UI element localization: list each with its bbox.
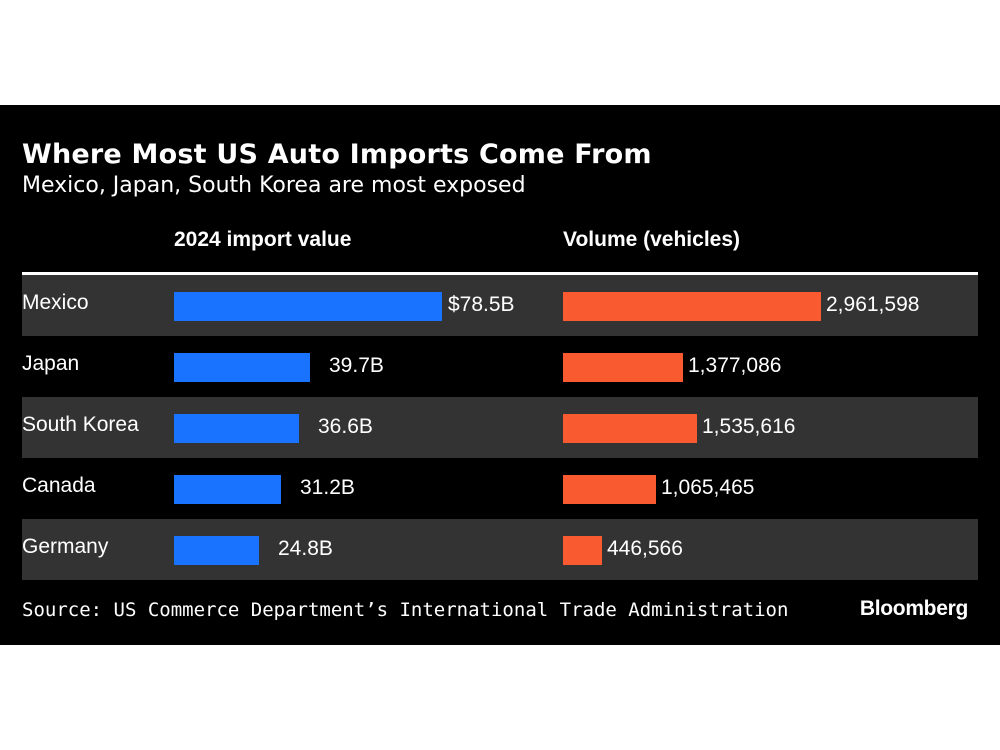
chart-row: South Korea 36.6B 1,535,616	[22, 397, 978, 458]
volume-bar	[563, 475, 656, 504]
volume-label: 446,566	[607, 537, 683, 560]
country-label: Canada	[22, 474, 96, 497]
chart-card: Where Most US Auto Imports Come From Mex…	[0, 105, 1000, 645]
import-value-label: 36.6B	[318, 415, 373, 438]
source-note: Source: US Commerce Department’s Interna…	[22, 599, 789, 621]
header-divider	[22, 272, 978, 275]
import-value-header: 2024 import value	[174, 228, 352, 251]
volume-label: 2,961,598	[826, 293, 920, 316]
import-value-label: 31.2B	[300, 476, 355, 499]
volume-label: 1,535,616	[702, 415, 796, 438]
import-value-label: 24.8B	[278, 537, 333, 560]
bloomberg-logo: Bloomberg	[859, 597, 968, 620]
chart-row: Germany 24.8B 446,566	[22, 519, 978, 580]
country-label: Germany	[22, 535, 109, 558]
chart-row: Mexico $78.5B 2,961,598	[22, 275, 978, 336]
volume-label: 1,377,086	[688, 354, 782, 377]
import-value-bar	[174, 353, 310, 382]
country-label: Japan	[22, 352, 80, 375]
volume-bar	[563, 353, 683, 382]
import-value-bar	[174, 475, 281, 504]
import-value-bar	[174, 536, 259, 565]
volume-header: Volume (vehicles)	[563, 228, 741, 251]
volume-bar	[563, 414, 697, 443]
country-label: South Korea	[22, 413, 139, 436]
chart-subtitle: Mexico, Japan, South Korea are most expo…	[22, 173, 526, 198]
country-label: Mexico	[22, 291, 89, 314]
chart-row: Japan 39.7B 1,377,086	[22, 336, 978, 397]
import-value-bar	[174, 414, 299, 443]
import-value-bar	[174, 292, 442, 321]
import-value-label: 39.7B	[329, 354, 384, 377]
volume-bar	[563, 536, 602, 565]
volume-bar	[563, 292, 821, 321]
chart-title: Where Most US Auto Imports Come From	[22, 139, 652, 170]
import-value-label: $78.5B	[448, 293, 515, 316]
chart-row: Canada 31.2B 1,065,465	[22, 458, 978, 519]
volume-label: 1,065,465	[661, 476, 755, 499]
